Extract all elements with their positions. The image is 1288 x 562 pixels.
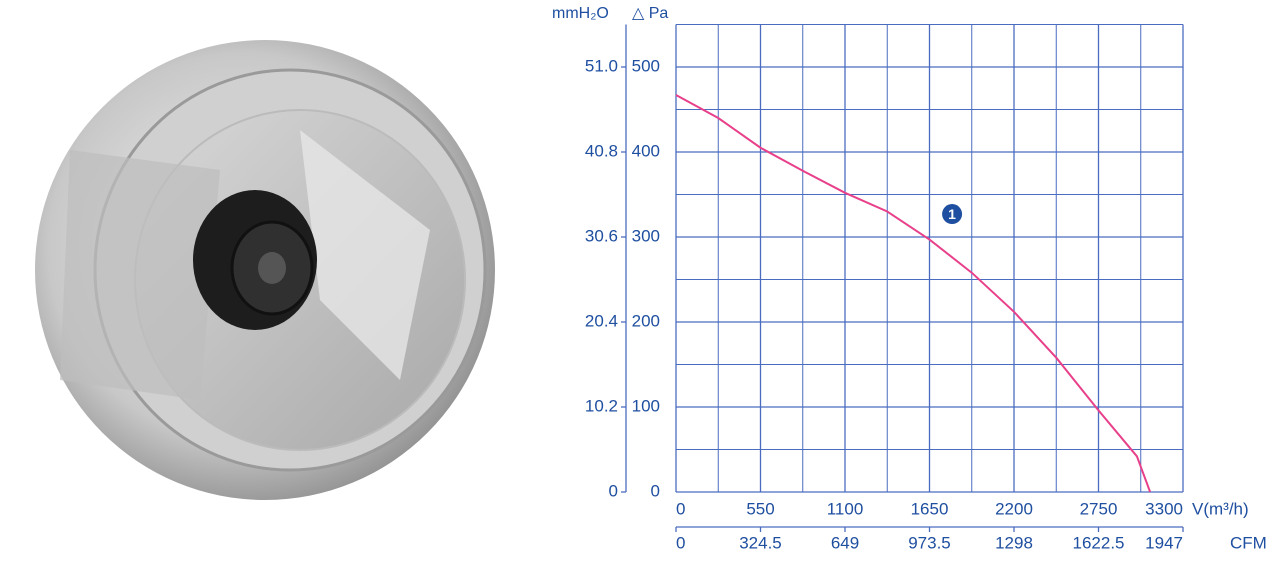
- x-tick-label: 3300: [1145, 499, 1183, 518]
- y2-tick-label: 20.4: [585, 311, 618, 330]
- x-axis-label: V(m³/h): [1192, 499, 1249, 518]
- y-tick-label: 300: [632, 226, 660, 245]
- y2-tick-label: 51.0: [585, 56, 618, 75]
- x2-axis-label: CFM: [1230, 533, 1267, 552]
- y2-axis-label: mmH₂O: [552, 5, 609, 22]
- y-tick-label: 100: [632, 396, 660, 415]
- y2-tick-label: 10.2: [585, 396, 618, 415]
- y-axis-label: △ Pa: [632, 5, 668, 22]
- x-tick-label: 2750: [1080, 499, 1118, 518]
- curve-marker-label: 1: [948, 206, 956, 222]
- x-tick-label: 0: [676, 499, 685, 518]
- y-tick-label: 500: [632, 56, 660, 75]
- x2-tick-label: 973.5: [908, 533, 951, 552]
- x-tick-label: 550: [746, 499, 774, 518]
- fan-photo: [35, 40, 495, 500]
- y-tick-label: 200: [632, 311, 660, 330]
- x2-tick-label: 1298: [995, 533, 1033, 552]
- x-tick-label: 1650: [911, 499, 949, 518]
- y2-tick-label: 0: [609, 481, 618, 500]
- x-tick-label: 2200: [995, 499, 1033, 518]
- x2-tick-label: 1947: [1145, 533, 1183, 552]
- x2-tick-label: 0: [676, 533, 685, 552]
- x2-tick-label: 324.5: [739, 533, 782, 552]
- x2-tick-label: 649: [831, 533, 859, 552]
- fan-curve: [675, 94, 1152, 493]
- y-tick-label: 400: [632, 141, 660, 160]
- curve-marker: [942, 204, 963, 225]
- x2-tick-label: 1622.5: [1073, 533, 1125, 552]
- y2-tick-label: 30.6: [585, 226, 618, 245]
- y-tick-label: 0: [651, 481, 660, 500]
- y2-tick-label: 40.8: [585, 141, 618, 160]
- x-tick-label: 1100: [827, 499, 864, 518]
